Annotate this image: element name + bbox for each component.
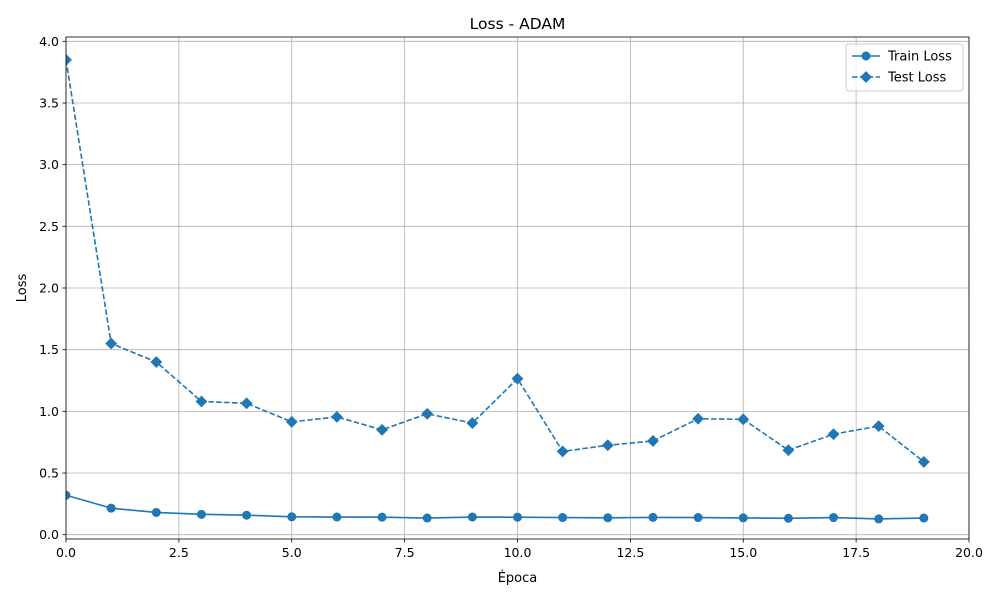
test-loss-point <box>66 53 72 66</box>
test-loss-point <box>330 410 343 423</box>
legend-label: Train Loss <box>887 50 952 65</box>
test-loss-point <box>285 415 298 428</box>
train-loss-point <box>513 512 522 522</box>
train-loss-point <box>919 513 929 523</box>
y-tick-label: 3.0 <box>39 157 59 172</box>
legend-swatch-marker <box>861 51 871 61</box>
train-loss-point <box>738 513 748 523</box>
x-tick-label: 7.5 <box>395 545 415 560</box>
test-loss-point <box>466 417 479 429</box>
test-loss-point <box>556 445 569 458</box>
train-loss-point <box>467 512 477 522</box>
series-layer <box>66 53 930 524</box>
test-loss-point <box>150 356 163 368</box>
x-tick-label: 20.0 <box>955 545 983 560</box>
legend-item-train-loss: Train Loss <box>852 50 952 65</box>
train-loss-point <box>603 513 613 523</box>
x-tick-label: 17.5 <box>842 545 870 560</box>
legend: Train Loss Test Loss <box>845 43 964 92</box>
train-loss-point <box>196 509 206 519</box>
train-loss-series <box>66 490 929 524</box>
test-loss-point <box>692 412 705 425</box>
train-loss-point <box>106 503 116 513</box>
train-loss-point <box>287 512 297 522</box>
y-tick-label: 1.5 <box>39 342 59 357</box>
x-tick-label: 12.5 <box>616 545 644 560</box>
train-loss-point <box>242 510 252 520</box>
train-loss-point <box>377 512 387 522</box>
y-axis-label: Loss <box>15 274 30 303</box>
test-loss-series <box>66 53 930 468</box>
legend-items: Train Loss Test Loss <box>852 50 952 86</box>
train-loss-point <box>693 513 703 523</box>
test-loss-point <box>872 420 885 433</box>
test-loss-point <box>737 413 750 426</box>
x-tick-label: 5.0 <box>282 545 302 560</box>
test-loss-point <box>601 439 614 452</box>
train-loss-point <box>558 513 568 523</box>
legend-label: Test Loss <box>887 71 946 86</box>
y-tick-label: 4.0 <box>39 34 59 49</box>
y-tick-label: 0.5 <box>39 466 59 481</box>
test-loss-point <box>376 423 388 436</box>
x-tick-label: 0.0 <box>56 545 76 560</box>
tick-layer: 0.0 2.5 5.0 7.5 10.0 12.5 15.0 17.5 20.0 0.0 0.5 1.… <box>39 34 983 560</box>
train-loss-point <box>151 507 161 517</box>
test-loss-point <box>421 407 434 420</box>
train-loss-point <box>66 490 71 500</box>
train-loss-point <box>829 513 839 523</box>
test-loss-point <box>195 395 208 408</box>
x-tick-label: 10.0 <box>504 545 532 560</box>
test-loss-point <box>917 456 930 468</box>
y-tick-label: 1.0 <box>39 404 59 419</box>
test-loss-point <box>782 444 795 457</box>
y-tick-label: 3.5 <box>39 95 59 110</box>
train-loss-point <box>874 514 884 524</box>
test-loss-line <box>66 59 925 463</box>
y-tick-label: 0.0 <box>39 527 59 542</box>
x-tick-label: 2.5 <box>169 545 189 560</box>
test-loss-point <box>647 435 659 447</box>
train-loss-line <box>66 494 924 520</box>
train-loss-point <box>422 513 432 523</box>
test-loss-point <box>511 372 524 385</box>
test-loss-point <box>105 337 118 350</box>
train-loss-point <box>648 512 658 522</box>
legend-swatch-marker <box>860 71 872 83</box>
x-axis-label: Época <box>498 570 538 586</box>
train-loss-point <box>783 513 793 523</box>
y-tick-label: 2.0 <box>39 281 59 296</box>
legend-item-test-loss: Test Loss <box>852 71 946 86</box>
chart-title: Loss - ADAM <box>470 15 566 33</box>
train-loss-point <box>332 512 342 522</box>
y-tick-label: 2.5 <box>39 219 59 234</box>
test-loss-point <box>240 397 253 410</box>
x-tick-label: 15.0 <box>729 545 757 560</box>
test-loss-point <box>827 428 840 441</box>
